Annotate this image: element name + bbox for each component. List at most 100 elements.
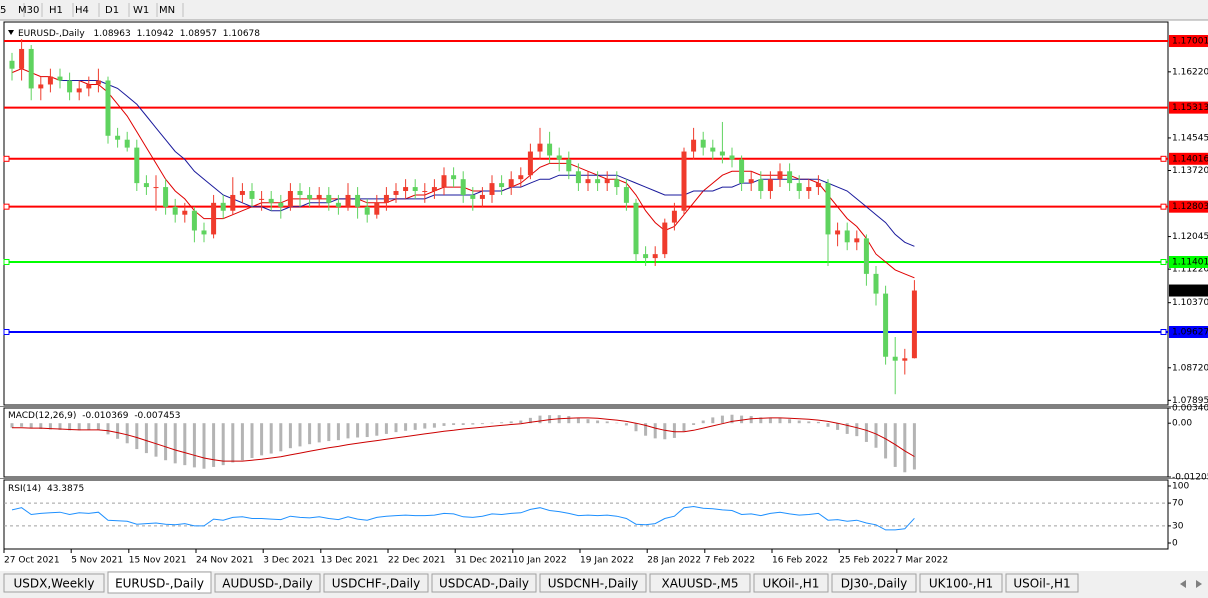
- candle-body: [95, 80, 101, 85]
- line-anchor[interactable]: [1160, 203, 1167, 210]
- tab[interactable]: [649, 573, 751, 593]
- candle-body: [652, 254, 658, 259]
- macd-main-value: -0.010369: [82, 411, 128, 421]
- candle-body: [374, 202, 380, 215]
- candle-body: [316, 194, 322, 199]
- macd-bar: [749, 416, 753, 424]
- tab-label[interactable]: DJ30-,Daily: [841, 577, 908, 591]
- tab-scroll-arrows[interactable]: [1180, 580, 1202, 588]
- macd-panel: [3, 407, 1169, 478]
- candle-body: [403, 187, 409, 192]
- macd-bar: [327, 423, 331, 442]
- tab-label[interactable]: USDCAD-,Daily: [439, 577, 529, 591]
- line-anchor[interactable]: [1160, 258, 1167, 265]
- timeframe-button[interactable]: D1: [105, 5, 119, 16]
- tab[interactable]: [3, 573, 105, 593]
- timeframe-button[interactable]: 5: [0, 5, 6, 16]
- macd-bar: [461, 423, 465, 425]
- symbol-title: EURUSD-,Daily: [18, 29, 85, 39]
- candle-body: [153, 187, 159, 189]
- macd-bar: [317, 423, 321, 443]
- dropdown-icon[interactable]: [8, 30, 14, 35]
- tab-label[interactable]: UK100-,H1: [929, 577, 993, 591]
- tab[interactable]: [1005, 573, 1079, 593]
- candle-body: [9, 60, 15, 69]
- candle-body: [431, 187, 437, 192]
- candle-body: [547, 143, 553, 156]
- macd-bar: [759, 417, 763, 424]
- candle-body: [595, 179, 601, 184]
- candle-body: [566, 159, 572, 172]
- line-anchor[interactable]: [3, 328, 10, 335]
- timeframe-button[interactable]: MN: [159, 5, 175, 16]
- macd-bar: [346, 423, 350, 439]
- candle-body: [662, 222, 668, 255]
- line-anchor[interactable]: [3, 155, 10, 162]
- macd-bar: [29, 423, 33, 429]
- tab-label[interactable]: USDX,Weekly: [14, 577, 95, 591]
- macd-bar: [279, 423, 283, 452]
- candle-body: [815, 183, 821, 188]
- timeframe-button[interactable]: M30: [18, 5, 39, 16]
- candle-body: [825, 183, 831, 235]
- main-panel: [3, 21, 1169, 406]
- y-tick-label: 1.14545: [1172, 133, 1208, 143]
- macd-bar: [711, 417, 715, 424]
- tab-label[interactable]: USDCHF-,Daily: [332, 577, 420, 591]
- header-low: 1.08957: [180, 29, 217, 39]
- macd-bar: [298, 423, 302, 447]
- x-tick-label: 16 Feb 2022: [772, 556, 828, 566]
- macd-bar: [672, 423, 676, 438]
- macd-bar: [116, 423, 120, 439]
- line-anchor[interactable]: [3, 203, 10, 210]
- x-tick-label: 27 Oct 2021: [4, 556, 60, 566]
- tab[interactable]: [214, 573, 321, 593]
- y-tick-label: 70: [1172, 499, 1184, 509]
- macd-bar: [48, 423, 52, 430]
- macd-bar: [202, 423, 206, 469]
- timeframe-toolbar: 5 M30 H1 H4 D1 W1 MN: [0, 3, 184, 17]
- tab[interactable]: [539, 573, 647, 593]
- tab-label[interactable]: USDCNH-,Daily: [548, 577, 639, 591]
- tab[interactable]: [753, 573, 829, 593]
- active-tab[interactable]: [107, 571, 212, 594]
- candle-body: [249, 191, 255, 199]
- tab-label[interactable]: EURUSD-,Daily: [115, 577, 204, 591]
- candle-body: [191, 210, 197, 231]
- macd-bar: [154, 423, 158, 457]
- macd-bar: [442, 423, 446, 426]
- line-anchor[interactable]: [3, 258, 10, 265]
- line-anchor[interactable]: [1160, 155, 1167, 162]
- macd-title: MACD(12,26,9): [8, 411, 76, 421]
- y-tick-label: 30: [1172, 521, 1184, 531]
- tab-label[interactable]: AUDUSD-,Daily: [222, 577, 312, 591]
- timeframe-button[interactable]: W1: [133, 5, 149, 16]
- tabs: USDX,Weekly EURUSD-,Daily AUDUSD-,Daily USD…: [3, 571, 1079, 594]
- candle-body: [719, 151, 725, 156]
- macd-bar: [586, 419, 590, 424]
- timeframe-button[interactable]: H4: [75, 5, 89, 16]
- line-anchor[interactable]: [1160, 328, 1167, 335]
- tab-label[interactable]: USOil-,H1: [1013, 577, 1070, 591]
- tab-label[interactable]: UKOil-,H1: [763, 577, 820, 591]
- tab-label[interactable]: XAUUSD-,M5: [662, 577, 739, 591]
- x-tick-label: 28 Jan 2022: [647, 556, 701, 566]
- macd-bar: [192, 423, 196, 468]
- timeframe-button[interactable]: H1: [49, 5, 63, 16]
- macd-bar: [452, 423, 456, 425]
- candle-body: [105, 80, 111, 136]
- candle-body: [758, 179, 764, 192]
- macd-bar: [423, 423, 427, 429]
- candle-body: [345, 194, 351, 207]
- macd-bar: [20, 423, 24, 427]
- tab[interactable]: [831, 573, 917, 593]
- macd-bar: [125, 423, 129, 444]
- candle-body: [355, 194, 361, 207]
- tab[interactable]: [431, 573, 537, 593]
- candle-body: [297, 191, 303, 195]
- rsi-value: 43.3875: [47, 484, 84, 494]
- macd-bar: [413, 423, 417, 430]
- tab[interactable]: [919, 573, 1003, 593]
- macd-bar: [183, 423, 187, 466]
- tab[interactable]: [323, 573, 429, 593]
